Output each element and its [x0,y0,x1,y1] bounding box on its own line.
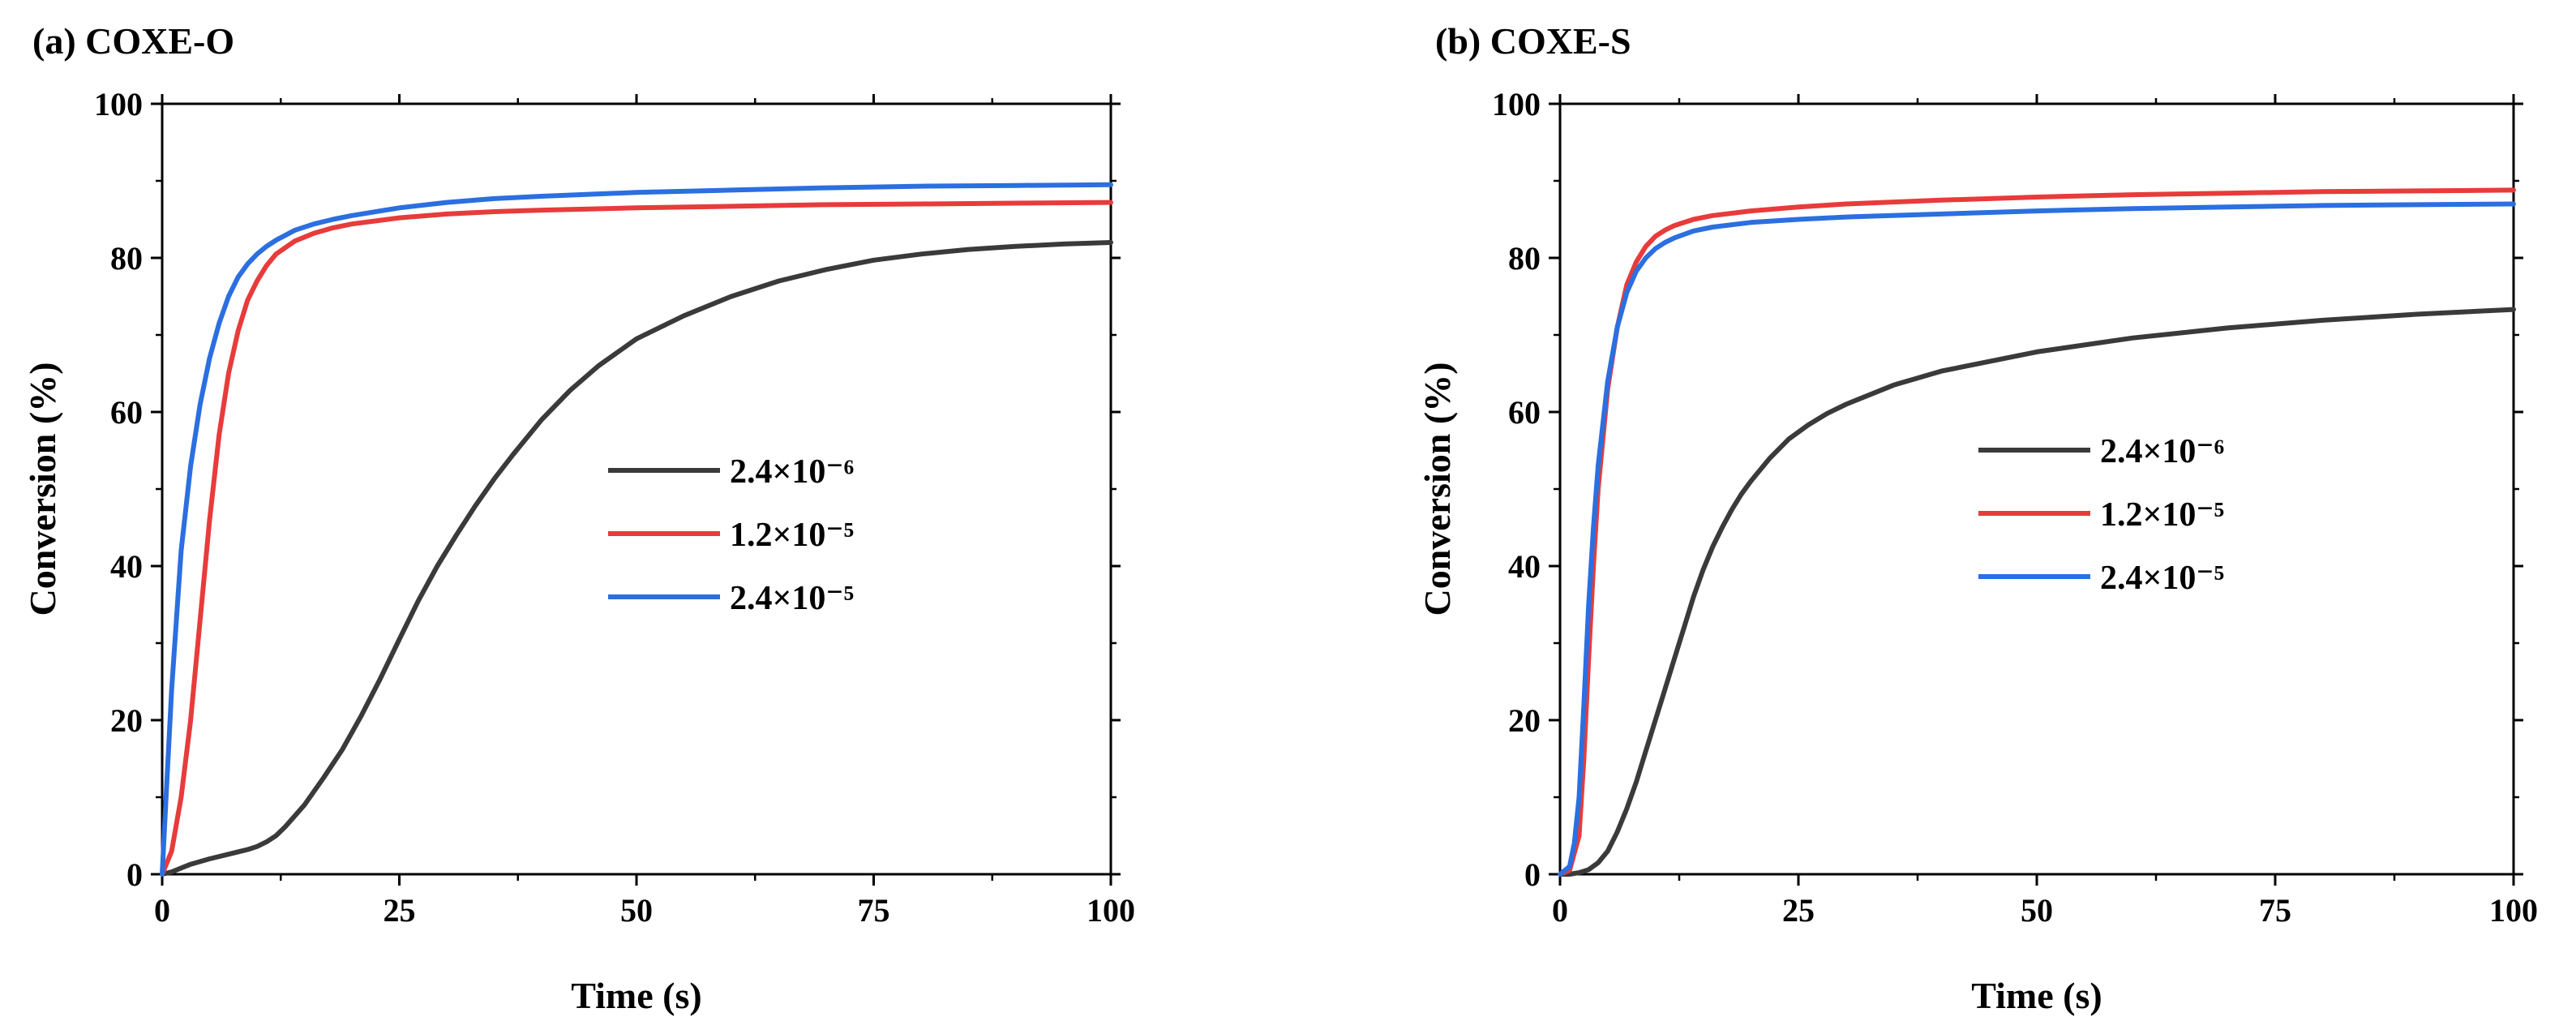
panel-a-y-tick-label: 20 [110,702,143,739]
panel-a-legend-label-dark: 2.4×10⁻⁶ [730,453,854,491]
panel-b-y-tick-label: 40 [1508,548,1541,585]
panel-a-x-tick-label: 0 [154,892,170,929]
panel-b-title: (b) COXE-S [1435,20,1631,62]
panel-b-y-tick-label: 60 [1508,394,1541,431]
panel-a-title: (a) COXE-O [32,20,234,62]
panel-a-legend-label-red: 1.2×10⁻⁵ [730,517,854,554]
panel-a-plot-frame [161,102,1112,876]
panel-a-series-lines [160,182,1113,877]
panel-b-x-tick-label: 25 [1782,892,1815,929]
panel-b-x-tick-label: 50 [2021,892,2053,929]
panel-a: (a) COXE-O 0 25 50 75 100 0 20 40 60 80 100 Time (… [22,20,1135,1016]
panel-b-y-tick-label: 100 [1492,86,1541,122]
panel-a-x-tick-label: 25 [384,892,416,929]
panel-b-series-lines [1558,187,2516,877]
panel-b-x-axis-title: Time (s) [1971,975,2102,1016]
panel-a-y-tick-label: 60 [110,394,143,431]
panel-a-series-blue-line [160,182,1113,877]
panel-a-x-axis-title: Time (s) [571,975,701,1016]
panel-b-series-red-line [1558,187,2516,877]
panel-b-y-axis-title: Conversion (%) [1417,362,1458,616]
panel-b-series-blue-line [1558,201,2516,877]
panel-b-y-tick-label: 20 [1508,702,1541,739]
panel-b: (b) COXE-S 0 25 50 75 100 0 20 40 60 80 100 Time (… [1417,20,2538,1016]
panel-a-series-dark-line [160,240,1113,877]
panel-a-y-tick-label: 100 [94,86,143,122]
panel-b-y-tick-label: 0 [1524,856,1541,893]
panel-b-x-tick-label: 100 [2489,892,2538,929]
panel-b-x-tick-label: 75 [2259,892,2291,929]
panel-b-y-tick-label: 80 [1508,240,1541,277]
panel-b-x-tick-label: 0 [1552,892,1568,929]
panel-a-legend: 2.4×10⁻⁶ 1.2×10⁻⁵ 2.4×10⁻⁵ [608,453,854,617]
panel-a-x-tick-label: 50 [620,892,653,929]
panel-a-legend-label-blue: 2.4×10⁻⁵ [730,580,854,617]
panel-b-legend-label-blue: 2.4×10⁻⁵ [2100,560,2224,597]
panel-a-x-tick-label: 75 [858,892,890,929]
panel-a-y-tick-label: 80 [110,240,143,277]
panel-a-series-red-line [160,200,1113,877]
panel-a-y-tick-label: 0 [126,856,143,893]
panel-b-ticks: 0 25 50 75 100 0 20 40 60 80 100 [1492,86,2538,929]
panel-a-y-axis-title: Conversion (%) [22,362,63,616]
panel-b-legend-label-dark: 2.4×10⁻⁶ [2100,433,2224,470]
panel-b-legend: 2.4×10⁻⁶ 1.2×10⁻⁵ 2.4×10⁻⁵ [1978,433,2224,597]
panel-b-series-dark-line [1558,307,2516,877]
panel-a-ticks: 0 25 50 75 100 0 20 40 60 80 100 [94,86,1135,929]
panel-a-x-tick-label: 100 [1087,892,1135,929]
panel-a-y-tick-label: 40 [110,548,143,585]
panel-b-legend-label-red: 1.2×10⁻⁵ [2100,496,2224,534]
